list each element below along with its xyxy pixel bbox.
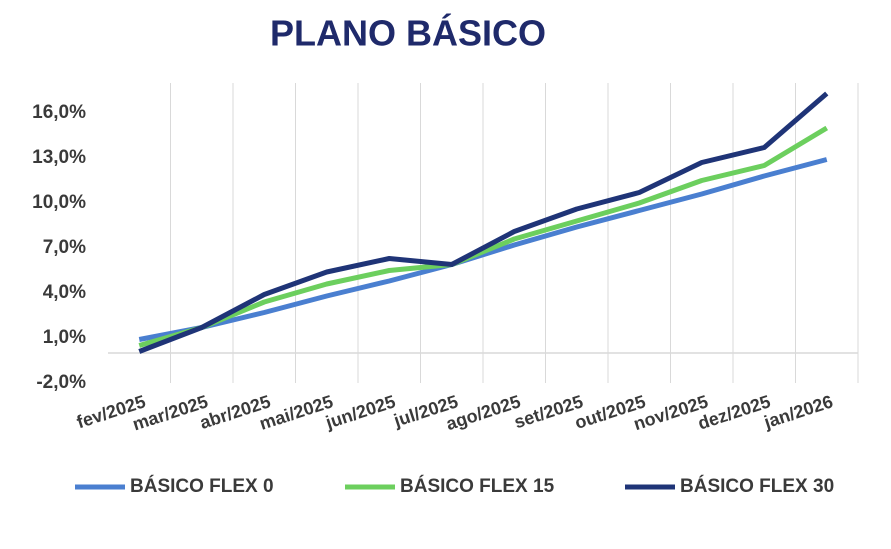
chart-title: PLANO BÁSICO bbox=[270, 13, 546, 54]
x-tick-label: set/2025 bbox=[512, 391, 586, 432]
y-tick-label: 7,0% bbox=[43, 237, 86, 258]
legend-label: BÁSICO FLEX 15 bbox=[400, 475, 555, 497]
y-tick-label: 1,0% bbox=[43, 327, 86, 348]
x-tick-label: jan/2026 bbox=[761, 391, 836, 432]
x-tick-label: jun/2025 bbox=[322, 391, 398, 433]
series-line bbox=[138, 125, 829, 348]
y-tick-label: 16,0% bbox=[32, 102, 86, 123]
series-line bbox=[138, 91, 829, 354]
legend-label: BÁSICO FLEX 30 bbox=[680, 475, 834, 497]
series-line bbox=[138, 157, 828, 342]
y-tick-label: 10,0% bbox=[32, 192, 86, 213]
y-tick-label: 4,0% bbox=[43, 282, 86, 303]
y-tick-label: 13,0% bbox=[32, 147, 86, 168]
legend-label: BÁSICO FLEX 0 bbox=[130, 475, 274, 497]
y-tick-label: -2,0% bbox=[36, 372, 86, 393]
